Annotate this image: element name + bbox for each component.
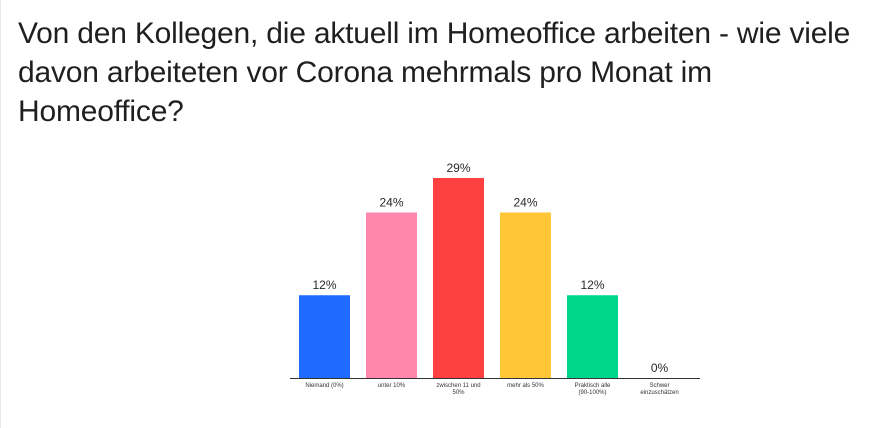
category-label-5: Praktisch alle (90-100%) (575, 383, 611, 396)
bar-value-label-5: 12% (580, 278, 604, 292)
bar-3 (433, 178, 484, 378)
left-border (0, 0, 1, 428)
category-label-2: unter 10% (378, 383, 406, 389)
bar-value-label-3: 29% (446, 161, 470, 175)
question-title: Von den Kollegen, die aktuell im Homeoff… (18, 17, 851, 128)
bar-value-label-2: 24% (379, 195, 403, 209)
bar-5 (567, 295, 618, 378)
category-label-3: zwischen 11 und 50% (436, 383, 480, 396)
bar-value-label-4: 24% (513, 195, 537, 209)
category-label-4: mehr als 50% (507, 383, 544, 389)
category-label-1: Niemand (0%) (305, 383, 343, 389)
category-label-6: Schwer einzuschätzen (640, 383, 678, 396)
bar-2 (366, 212, 417, 378)
bar-4 (500, 212, 551, 378)
bar-value-label-1: 12% (312, 278, 336, 292)
bar-1 (299, 295, 350, 378)
bar-value-label-6: 0% (651, 361, 669, 375)
